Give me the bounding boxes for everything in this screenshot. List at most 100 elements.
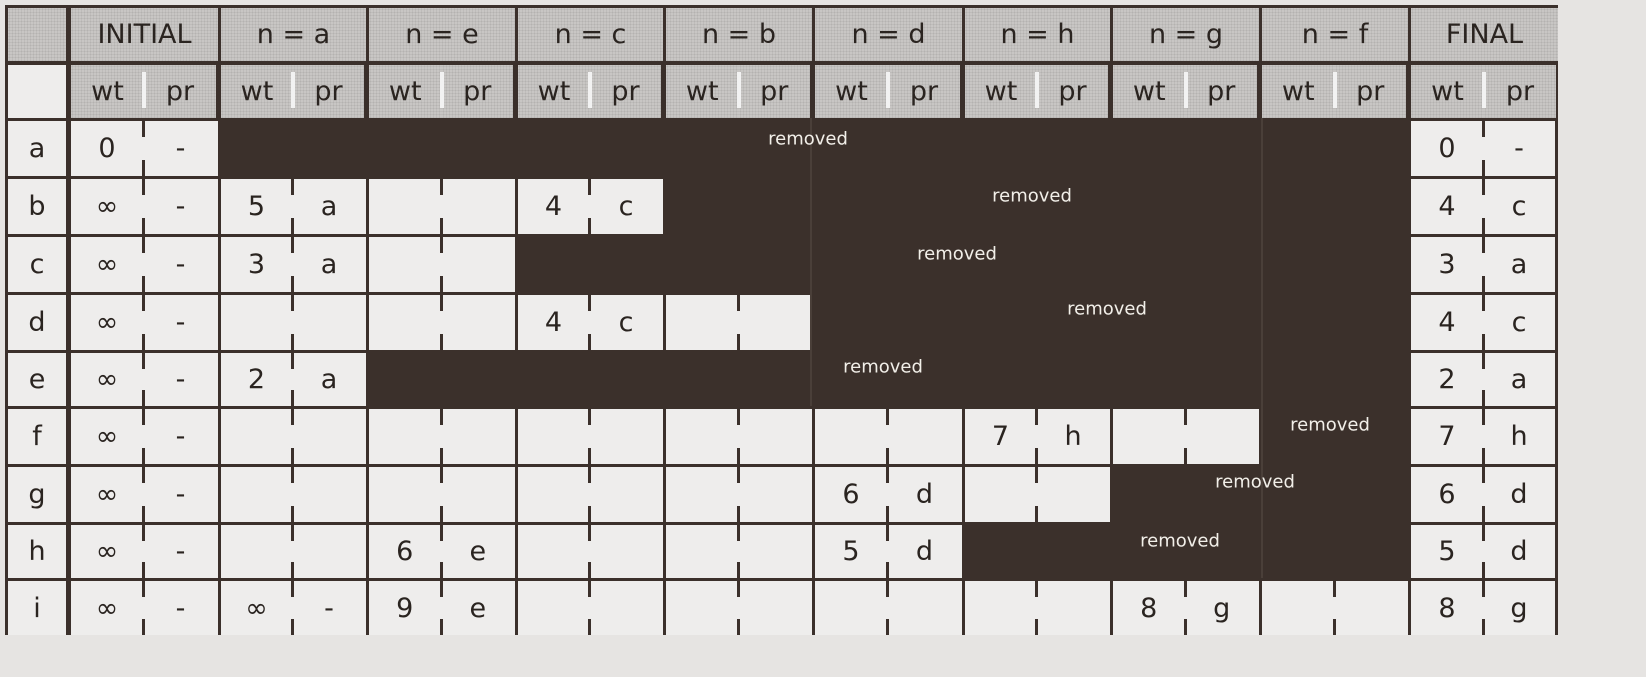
pr-cell: -	[143, 581, 218, 635]
header-divider	[1183, 72, 1188, 108]
pr-cell	[737, 581, 812, 635]
wt-cell	[965, 467, 1036, 522]
cell-divider-tick	[1482, 276, 1485, 292]
pr-cell: a	[1483, 237, 1555, 292]
cell-divider-tick	[588, 448, 591, 464]
cell-divider-tick	[1482, 448, 1485, 464]
cell-divider-tick	[142, 237, 145, 253]
cell-divider-tick	[588, 334, 591, 350]
header-divider	[1035, 72, 1039, 108]
pr-header: pr	[590, 65, 661, 118]
wt-cell: 7	[965, 409, 1036, 464]
cell-divider-tick	[588, 562, 591, 578]
header-divider	[736, 72, 741, 108]
pr-cell: c	[1483, 179, 1555, 234]
cell-divider-tick	[1183, 581, 1187, 597]
wt-cell	[1113, 409, 1185, 464]
column-group-header: n = g	[1113, 8, 1259, 61]
pr-header: pr	[1185, 65, 1257, 118]
pr-cell	[1333, 581, 1408, 635]
cell-divider-tick	[439, 525, 443, 541]
pr-cell	[737, 467, 812, 522]
removed-cell	[1259, 176, 1408, 234]
cell-divider-tick	[291, 218, 294, 234]
cell-divider-tick	[1035, 448, 1038, 464]
removed-label: removed	[1290, 414, 1370, 436]
cell-divider-tick	[291, 179, 294, 195]
cell-divider-tick	[291, 525, 294, 541]
wt-cell	[666, 295, 738, 350]
pr-cell: g	[1483, 581, 1555, 635]
cell-divider-tick	[588, 506, 591, 522]
row-label: e	[8, 353, 66, 406]
cell-divider-tick	[1482, 562, 1485, 578]
removed-cell	[1259, 350, 1408, 406]
row-label: c	[8, 237, 66, 292]
wt-cell: 9	[369, 581, 441, 635]
header-divider	[1482, 72, 1486, 108]
wt-cell: 6	[1411, 467, 1483, 522]
wt-cell: 6	[815, 467, 887, 522]
pr-cell	[440, 467, 515, 522]
cell-divider-tick	[736, 506, 740, 522]
wt-cell: ∞	[71, 179, 143, 234]
removed-cell	[812, 234, 962, 292]
wt-cell	[815, 409, 887, 464]
removed-cell	[1110, 176, 1259, 234]
removed-cell	[962, 292, 1110, 350]
wt-cell: 7	[1411, 409, 1483, 464]
cell-divider-tick	[736, 295, 740, 311]
removed-cell	[1259, 406, 1408, 464]
pr-cell: -	[143, 121, 218, 176]
cell-divider-tick	[439, 467, 443, 483]
cell-divider-tick	[142, 121, 145, 137]
cell-divider-tick	[439, 619, 443, 635]
wt-header: wt	[71, 65, 144, 118]
column-group-header: n = e	[369, 8, 515, 61]
removed-cell	[1110, 234, 1259, 292]
corner-cell-sub	[8, 65, 66, 118]
shade-seam	[1261, 118, 1263, 578]
removed-cell	[812, 350, 962, 406]
pr-cell	[737, 295, 812, 350]
cell-divider-tick	[588, 525, 591, 541]
wt-cell: ∞	[71, 525, 143, 578]
column-group-header: n = h	[965, 8, 1110, 61]
wt-cell	[518, 525, 589, 578]
wt-cell	[221, 409, 292, 464]
cell-divider-tick	[439, 562, 443, 578]
cell-divider-tick	[736, 562, 740, 578]
wt-cell	[518, 409, 589, 464]
cell-divider-tick	[1482, 334, 1485, 350]
pr-cell: e	[440, 525, 515, 578]
pr-cell: -	[143, 467, 218, 522]
cell-divider-tick	[142, 467, 145, 483]
wt-cell: 4	[1411, 179, 1483, 234]
cell-divider-tick	[736, 525, 740, 541]
cell-divider-tick	[588, 179, 591, 195]
cell-divider-tick	[439, 448, 443, 464]
column-group-header: n = d	[815, 8, 962, 61]
pr-cell: -	[143, 237, 218, 292]
removed-cell	[962, 118, 1110, 176]
pr-header: pr	[144, 65, 216, 118]
header-divider	[1332, 72, 1337, 108]
wt-header: wt	[369, 65, 442, 118]
pr-cell	[737, 525, 812, 578]
removed-label: removed	[1215, 471, 1295, 493]
wt-cell: ∞	[221, 581, 292, 635]
cell-divider-tick	[886, 467, 889, 483]
removed-cell	[515, 350, 663, 406]
wt-cell: 2	[221, 353, 292, 406]
wt-cell: ∞	[71, 409, 143, 464]
cell-divider-tick	[588, 218, 591, 234]
wt-cell: ∞	[71, 295, 143, 350]
wt-cell: 4	[518, 179, 589, 234]
cell-divider-tick	[291, 506, 294, 522]
pr-cell: d	[887, 467, 962, 522]
removed-cell	[1259, 464, 1408, 522]
pr-cell: h	[1483, 409, 1555, 464]
pr-cell	[887, 409, 962, 464]
pr-cell	[292, 295, 366, 350]
cell-divider-tick	[886, 409, 889, 425]
